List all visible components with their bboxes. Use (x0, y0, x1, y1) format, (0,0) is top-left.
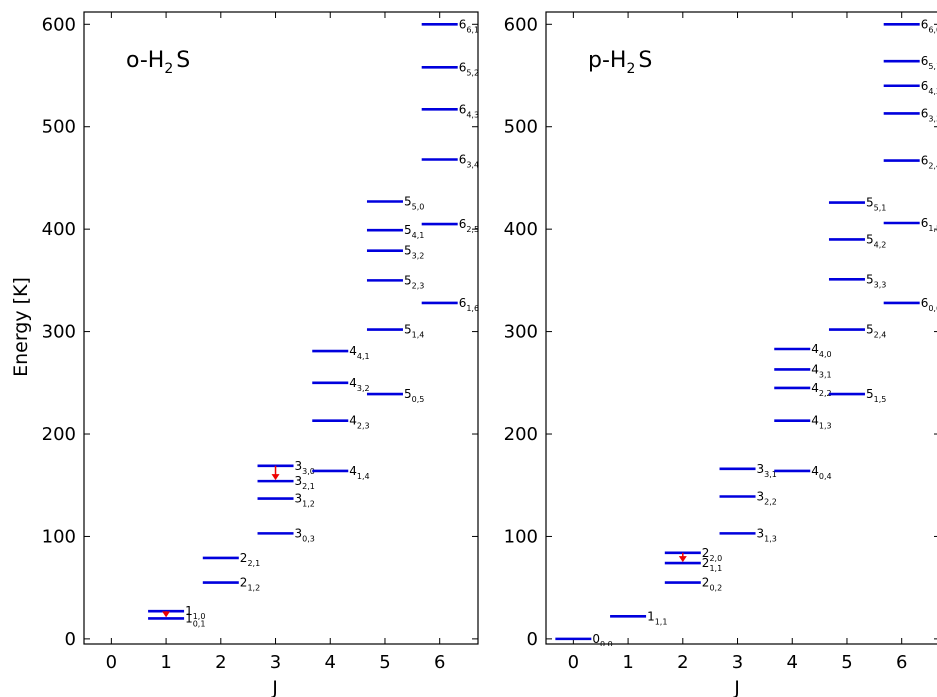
energy-level-label: 21,2 (240, 576, 260, 593)
energy-level-label: 31,2 (295, 492, 315, 509)
x-axis-title: J (733, 677, 740, 697)
energy-level-label: 52,4 (866, 323, 886, 340)
y-tick-label: 600 (504, 14, 538, 35)
energy-level-label: 54,2 (866, 232, 886, 249)
x-tick-label: 3 (270, 652, 281, 673)
transition-arrow-head (162, 611, 171, 618)
x-tick-label: 4 (787, 652, 798, 673)
level-marks: 00,0 11,1 20,2 21,122,0 31,3 32,2 33,1 40,4 41,3… (555, 17, 937, 649)
energy-level-label: 11,1 (647, 609, 667, 626)
y-tick-label: 100 (42, 526, 76, 547)
energy-level-label: 33,1 (757, 462, 777, 479)
y-tick-label: 300 (504, 322, 538, 343)
energy-level-label: 65,2 (459, 60, 479, 77)
y-tick-label: 400 (42, 219, 76, 240)
energy-level-label: 22,1 (240, 551, 260, 568)
energy-level-label: 66,1 (459, 17, 479, 34)
energy-level-label: 22,0 (702, 546, 722, 563)
energy-level-label: 61,5 (921, 216, 937, 233)
panel-title: o-H2 S (126, 48, 190, 77)
energy-level-label: 42,3 (349, 414, 369, 431)
energy-level-label: 44,1 (349, 344, 369, 361)
energy-level-label: 50,5 (404, 387, 424, 404)
energy-level-label: 64,2 (921, 79, 937, 96)
y-tick-label: 400 (504, 219, 538, 240)
transition-arrow-head (678, 556, 687, 563)
y-tick-label: 600 (42, 14, 76, 35)
energy-level-label: 32,2 (757, 489, 777, 506)
x-tick-label: 0 (106, 652, 117, 673)
energy-level-label: 53,3 (866, 272, 886, 289)
energy-level-label: 21,1 (702, 556, 722, 573)
energy-level-label: 30,3 (295, 526, 315, 543)
y-tick-label: 100 (504, 526, 538, 547)
plot-frame (545, 11, 937, 645)
energy-level-label: 55,1 (866, 196, 886, 213)
y-tick-label: 200 (42, 424, 76, 445)
energy-level-label: 31,3 (757, 526, 777, 543)
panel-title: p-H2 S (588, 48, 652, 77)
energy-level-label: 64,3 (459, 102, 479, 119)
x-tick-label: 3 (732, 652, 743, 673)
energy-level-label: 32,1 (295, 474, 315, 491)
transition-arrow-head (271, 474, 280, 481)
x-tick-label: 2 (677, 652, 688, 673)
energy-level-label: 20,2 (702, 576, 722, 593)
energy-level-label: 54,1 (404, 223, 424, 240)
y-axis-title: Energy [K] (10, 277, 32, 377)
energy-level-label: 41,3 (811, 414, 831, 431)
energy-level-label: 11,0 (185, 604, 205, 621)
energy-level-label: 62,5 (459, 217, 479, 234)
x-tick-label: 5 (379, 652, 390, 673)
energy-level-label: 52,3 (404, 273, 424, 290)
energy-level-label: 33,0 (295, 459, 315, 476)
y-tick-label: 0 (65, 629, 76, 650)
energy-level-label: 00,0 (592, 632, 612, 649)
energy-level-label: 41,4 (349, 464, 369, 481)
plot-frame (83, 11, 479, 645)
y-tick-label: 500 (504, 117, 538, 138)
x-tick-label: 0 (568, 652, 579, 673)
y-tick-label: 200 (504, 424, 538, 445)
energy-level-label: 43,1 (811, 362, 831, 379)
y-tick-label: 300 (42, 322, 76, 343)
level-marks: 10,111,0 21,2 22,1 30,3 31,232,133,0 41,4 42,3… (148, 17, 479, 628)
energy-level-label: 61,6 (459, 296, 479, 313)
energy-level-label: 51,5 (866, 387, 886, 404)
energy-level-label: 66,0 (921, 17, 937, 34)
energy-level-label: 62,4 (921, 154, 937, 171)
x-tick-label: 1 (622, 652, 633, 673)
panel-para: 0 1 2 3 4 5 6 0 100 200 300 400 500 600 Jp-H2 S 00,0 11,1… (504, 11, 937, 697)
x-tick-label: 2 (215, 652, 226, 673)
energy-level-label: 53,2 (404, 244, 424, 261)
energy-level-label: 63,3 (921, 106, 937, 123)
x-tick-label: 5 (841, 652, 852, 673)
x-tick-label: 1 (160, 652, 171, 673)
y-tick-label: 0 (527, 629, 538, 650)
energy-level-label: 10,1 (185, 611, 205, 628)
y-tick-label: 500 (42, 117, 76, 138)
energy-level-label: 60,6 (921, 296, 937, 313)
energy-level-label: 40,4 (811, 464, 831, 481)
x-tick-label: 4 (325, 652, 336, 673)
energy-level-label: 63,4 (459, 153, 479, 170)
energy-level-label: 44,0 (811, 342, 831, 359)
x-tick-label: 6 (434, 652, 445, 673)
energy-level-label: 55,0 (404, 194, 424, 211)
energy-level-label: 43,2 (349, 376, 369, 393)
x-tick-label: 6 (896, 652, 907, 673)
energy-level-label: 51,4 (404, 323, 424, 340)
energy-level-label: 42,2 (811, 381, 831, 398)
energy-level-label: 65,1 (921, 54, 937, 71)
x-axis-title: J (271, 677, 278, 697)
